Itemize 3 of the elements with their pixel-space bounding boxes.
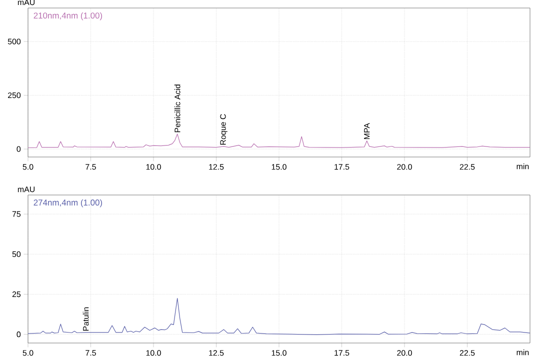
line-series <box>28 298 530 335</box>
text: 274nm,4nm (1.00) <box>34 199 102 208</box>
text: 210nm,4nm (1.00) <box>34 12 102 20</box>
